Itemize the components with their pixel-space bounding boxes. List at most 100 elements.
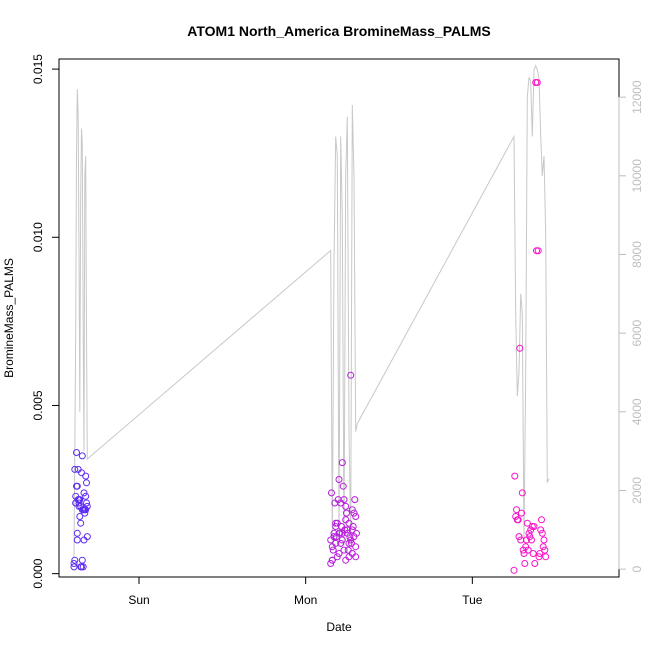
data-point-sun-19 (73, 529, 81, 537)
data-point-mon-18 (342, 556, 350, 564)
data-point-sun-26 (71, 465, 79, 473)
data-point-tue-6 (515, 533, 523, 541)
data-point-sun-14 (82, 472, 90, 480)
data-point-mon-49 (332, 523, 340, 530)
data-point-sun-9 (78, 469, 85, 477)
chart-title: ATOM1 North_America BromineMass_PALMS (187, 23, 490, 39)
data-point-mon-30 (352, 543, 360, 551)
data-point-tue-37 (541, 546, 549, 554)
data-point-mon-19 (343, 509, 350, 517)
y2-tick-label-0: 0 (630, 565, 644, 572)
data-point-mon-43 (345, 553, 353, 561)
data-point-tue-21 (528, 536, 535, 544)
data-point-mon-33 (328, 556, 336, 564)
data-point-tue-28 (533, 79, 541, 86)
data-point-mon-45 (348, 506, 356, 514)
data-point-mon-40 (340, 546, 348, 554)
data-point-mon-29 (351, 496, 359, 504)
data-point-tue-36 (540, 536, 548, 544)
data-point-sun-24 (82, 492, 90, 500)
y2-tick-label-3: 6000 (630, 319, 644, 346)
y-axis-right: 0 2000 4000 6000 8000 10000 12000 (618, 80, 644, 572)
altitude-line-layer (73, 64, 550, 558)
data-points-layer (70, 79, 550, 574)
data-point-tue-35 (539, 543, 547, 551)
data-point-sun-40 (82, 506, 90, 514)
data-point-sun-12 (80, 489, 88, 497)
data-point-tue-38 (542, 553, 550, 561)
data-point-mon-34 (330, 533, 338, 541)
y-tick-label-3: 0.015 (31, 54, 45, 84)
data-point-tue-1 (511, 472, 519, 480)
data-point-tue-13 (521, 560, 529, 567)
x-tick-label-0: Sun (128, 593, 149, 607)
data-point-mon-39 (338, 536, 346, 544)
data-point-mon-21 (344, 546, 352, 554)
data-point-mon-3 (329, 546, 337, 554)
data-point-tue-19 (526, 533, 534, 541)
y2-tick-label-2: 4000 (630, 398, 644, 425)
data-point-mon-25 (348, 539, 355, 547)
data-point-tue-30 (535, 553, 543, 561)
data-point-mon-50 (335, 550, 343, 557)
data-point-mon-12 (337, 539, 345, 547)
data-point-tue-24 (530, 523, 538, 530)
y2-tick-label-6: 12000 (630, 80, 644, 114)
data-point-tue-0 (510, 566, 518, 574)
data-point-mon-28 (350, 509, 358, 517)
data-point-mon-37 (335, 529, 343, 537)
data-point-tue-25 (531, 560, 539, 567)
data-point-mon-23 (346, 533, 354, 541)
data-point-mon-53 (345, 539, 353, 547)
data-point-tue-18 (525, 529, 533, 537)
data-point-tue-29 (534, 247, 542, 255)
data-point-sun-38 (78, 556, 86, 564)
y-tick-label-1: 0.005 (31, 390, 45, 420)
data-point-mon-38 (337, 499, 345, 507)
data-point-mon-48 (328, 543, 336, 551)
x-axis: Sun Mon Tue (128, 576, 483, 607)
data-point-sun-36 (75, 502, 83, 510)
altitude-line (73, 64, 550, 558)
data-point-mon-32 (327, 560, 335, 567)
data-point-sun-31 (79, 563, 87, 571)
data-point-tue-7 (516, 344, 524, 352)
data-point-tue-17 (524, 546, 532, 554)
data-point-mon-1 (328, 489, 335, 497)
data-point-sun-6 (75, 499, 83, 507)
y-axis-left: 0.000 0.005 0.010 0.015 (31, 54, 60, 589)
y-tick-label-0: 0.000 (31, 558, 45, 588)
data-point-tue-31 (536, 550, 544, 557)
data-point-tue-34 (538, 529, 546, 537)
y-tick-label-2: 0.010 (31, 222, 45, 252)
data-point-tue-3 (513, 506, 520, 514)
y2-tick-label-4: 8000 (630, 241, 644, 268)
data-point-mon-51 (338, 529, 346, 537)
data-point-mon-52 (342, 502, 350, 510)
data-point-mon-47 (352, 513, 360, 520)
data-point-mon-27 (349, 523, 357, 530)
data-point-sun-37 (77, 519, 85, 527)
data-point-mon-10 (335, 476, 343, 483)
y-axis-label: BromineMass_PALMS (2, 258, 16, 378)
data-point-mon-42 (343, 526, 351, 534)
data-point-tue-33 (538, 516, 545, 524)
data-point-sun-3 (73, 449, 80, 456)
data-point-mon-8 (333, 553, 341, 561)
data-point-tue-9 (518, 509, 525, 517)
data-point-sun-10 (78, 452, 86, 460)
data-point-mon-46 (350, 533, 358, 541)
data-point-sun-1 (71, 556, 79, 564)
data-point-mon-41 (342, 516, 350, 524)
y2-tick-label-1: 2000 (630, 477, 644, 504)
data-point-sun-17 (70, 560, 78, 567)
data-point-tue-16 (523, 519, 531, 527)
data-point-mon-36 (333, 519, 341, 527)
data-point-mon-54 (348, 526, 356, 534)
data-point-sun-35 (73, 536, 81, 544)
data-point-mon-15 (339, 482, 347, 490)
data-point-mon-26 (348, 550, 356, 557)
x-axis-label: Date (326, 620, 352, 634)
data-point-sun-27 (73, 482, 80, 490)
